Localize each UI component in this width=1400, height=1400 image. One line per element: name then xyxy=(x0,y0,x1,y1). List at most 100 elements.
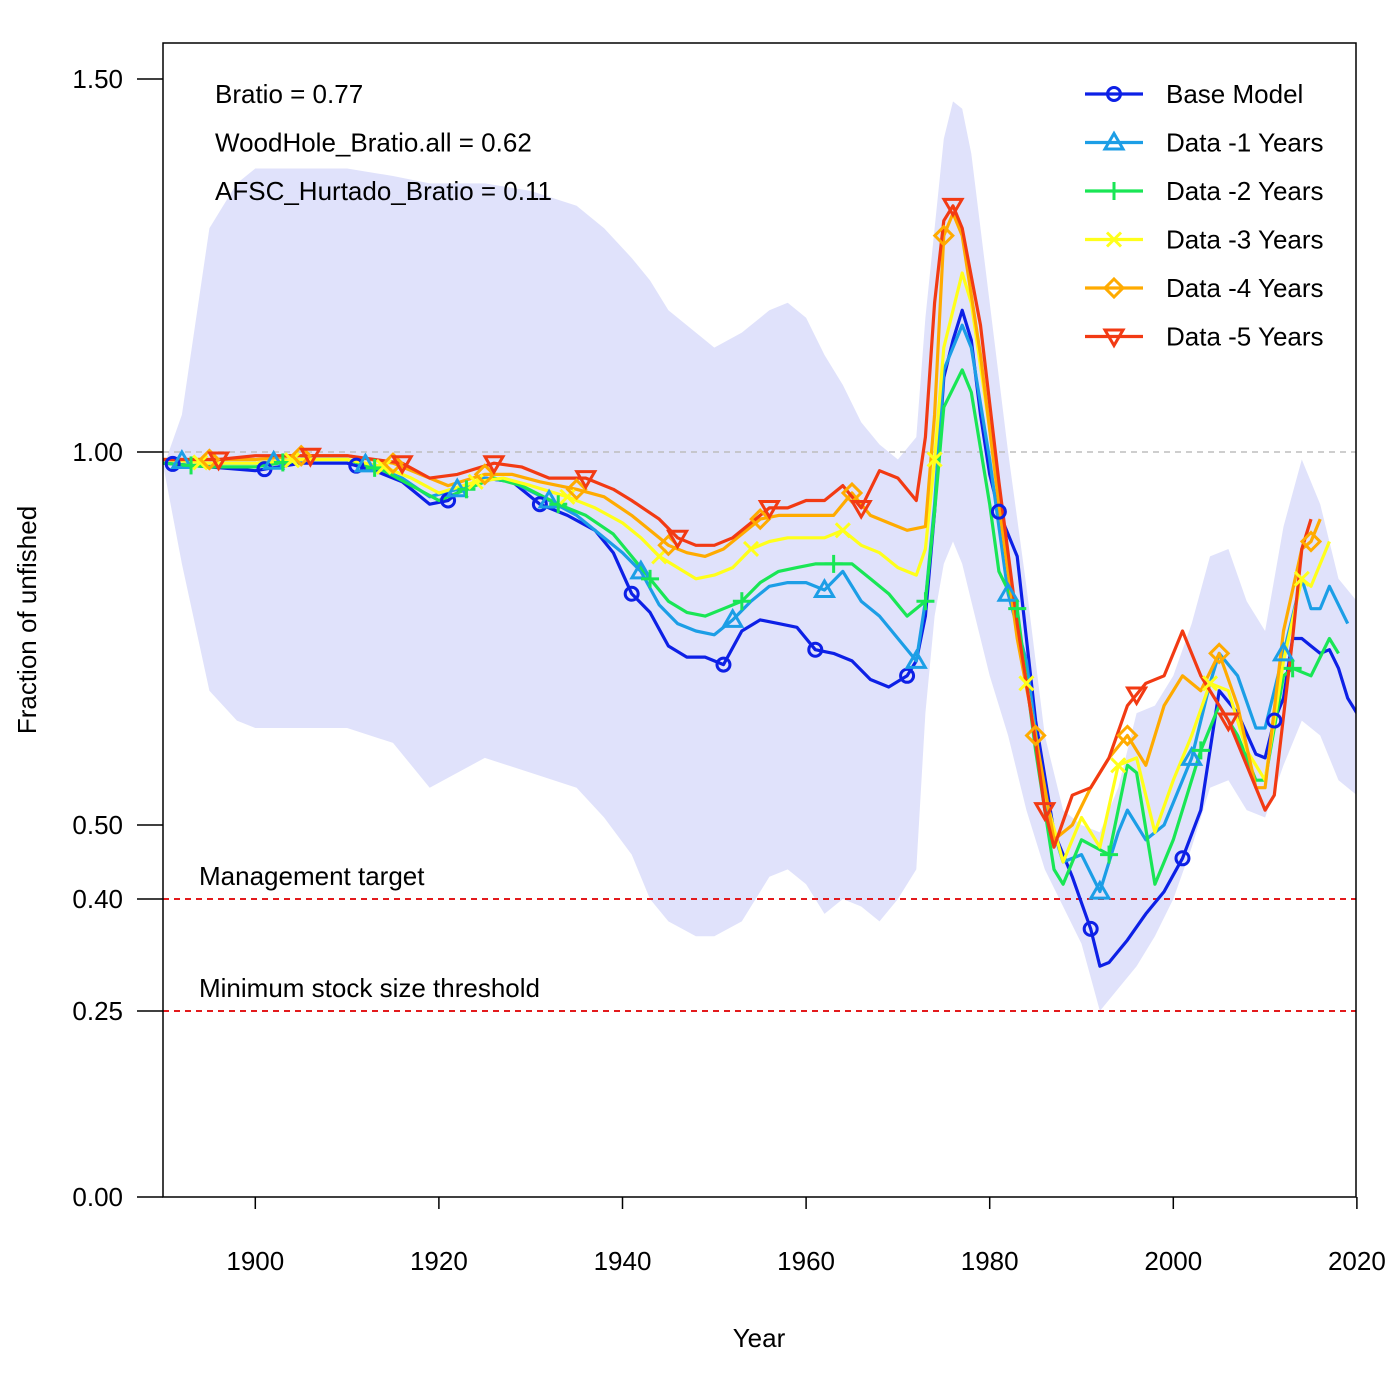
series-line-5 xyxy=(163,204,1313,849)
markers-layer xyxy=(164,197,1323,937)
series-line-4 xyxy=(163,211,1322,842)
series-2-marker-5 xyxy=(641,569,660,588)
series-1-marker-9 xyxy=(996,581,1020,602)
series-3-marker-11 xyxy=(1201,675,1219,692)
legend-label-4: Data -4 Years xyxy=(1166,273,1324,303)
series-0-marker-5 xyxy=(623,585,640,602)
series-2-marker-3 xyxy=(457,480,476,499)
legend-label-0: Base Model xyxy=(1166,79,1303,109)
series-4-marker-10 xyxy=(1116,724,1139,747)
series-2-marker-6 xyxy=(732,592,751,611)
series-4-marker-9 xyxy=(1024,724,1047,747)
series-4-marker-8 xyxy=(932,224,955,247)
series-4-marker-2 xyxy=(381,452,405,475)
legend: Base Model Data -1 Years Data -2 Years Data… xyxy=(1085,79,1324,352)
y-axis-title: Fraction of unfished xyxy=(12,506,42,734)
x-tick-label-3: 1960 xyxy=(777,1246,835,1276)
series-1-marker-1 xyxy=(262,449,286,470)
series-5-marker-1 xyxy=(298,447,322,468)
uncertainty-band-layer xyxy=(163,101,1356,1011)
series-3-marker-10 xyxy=(1110,757,1127,774)
annotations-layer: Bratio = 0.77 WoodHole_Bratio.all = 0.62 A… xyxy=(215,79,552,206)
series-1-marker-0 xyxy=(170,448,194,469)
series-0-marker-11 xyxy=(1174,850,1191,867)
legend-item-0: Base Model xyxy=(1085,79,1303,109)
series-line-3 xyxy=(163,271,1331,864)
annotation-2: AFSC_Hurtado_Bratio = 0.11 xyxy=(215,176,552,206)
x-tick-label-5: 2000 xyxy=(1144,1246,1202,1276)
series-0-marker-12 xyxy=(1266,712,1283,729)
confidence-band xyxy=(163,101,1356,1011)
x-tick-label-6: 2020 xyxy=(1328,1246,1386,1276)
series-0-marker-0 xyxy=(164,455,181,472)
plot-frame xyxy=(162,42,1357,1198)
series-2-marker-10 xyxy=(1100,845,1119,864)
series-4-marker-1 xyxy=(290,444,313,467)
series-1-marker-12 xyxy=(1271,641,1296,662)
y-tick-label-3: 0.40 xyxy=(72,884,123,914)
series-3-marker-0 xyxy=(192,454,209,471)
series-1-marker-10 xyxy=(1088,879,1112,900)
series-5-marker-10 xyxy=(1124,686,1149,707)
series-2-marker-9 xyxy=(1008,599,1027,618)
annotation-1: WoodHole_Bratio.all = 0.62 xyxy=(215,128,532,158)
series-4-marker-12 xyxy=(1299,530,1323,553)
annotation-0: Bratio = 0.77 xyxy=(215,79,363,109)
series-5-marker-6 xyxy=(757,499,781,520)
y-tick-label-5: 0.00 xyxy=(72,1182,123,1212)
series-5-marker-11 xyxy=(1216,712,1240,733)
legend-marker-5 xyxy=(1102,328,1126,349)
series-1-marker-6 xyxy=(721,607,745,628)
series-0-marker-6 xyxy=(715,656,732,673)
series-3-marker-6 xyxy=(742,540,760,558)
series-2-marker-7 xyxy=(824,554,843,573)
series-5-marker-7 xyxy=(849,499,873,520)
y-tick-label-2: 0.50 xyxy=(72,810,123,840)
series-4-marker-6 xyxy=(749,508,772,531)
legend-marker-4 xyxy=(1102,276,1126,300)
series-2-marker-8 xyxy=(916,592,935,611)
x-tick-label-1: 1920 xyxy=(410,1246,468,1276)
legend-item-1: Data -1 Years xyxy=(1085,128,1324,158)
x-tick-label-0: 1900 xyxy=(226,1246,284,1276)
series-3-marker-2 xyxy=(375,458,392,475)
series-layer xyxy=(163,204,1356,968)
legend-marker-0 xyxy=(1106,86,1122,102)
series-1-marker-8 xyxy=(904,648,928,669)
series-3-marker-1 xyxy=(283,452,301,469)
series-0-marker-4 xyxy=(531,496,548,513)
x-tick-label-2: 1940 xyxy=(594,1246,652,1276)
series-5-marker-3 xyxy=(482,455,506,476)
legend-label-3: Data -3 Years xyxy=(1166,225,1324,255)
series-0-marker-9 xyxy=(990,503,1007,520)
series-2-marker-4 xyxy=(549,495,568,514)
series-3-marker-7 xyxy=(834,522,851,539)
series-2-marker-12 xyxy=(1283,659,1302,678)
series-0-marker-8 xyxy=(899,667,916,684)
series-2-marker-2 xyxy=(365,458,384,477)
y-tick-label-1: 1.00 xyxy=(72,437,123,467)
series-5-marker-0 xyxy=(206,451,231,472)
series-4-marker-0 xyxy=(198,448,221,471)
series-1-marker-7 xyxy=(812,578,837,599)
series-4-marker-4 xyxy=(565,478,588,501)
x-axis-title: Year xyxy=(733,1323,786,1353)
reference-line-label-1: Minimum stock size threshold xyxy=(199,973,540,1003)
legend-marker-3 xyxy=(1105,231,1123,248)
series-3-marker-8 xyxy=(926,451,943,468)
series-5-marker-4 xyxy=(574,470,598,491)
series-0-marker-7 xyxy=(807,641,824,658)
series-5-marker-5 xyxy=(665,529,690,550)
legend-label-5: Data -5 Years xyxy=(1166,322,1324,352)
legend-item-5: Data -5 Years xyxy=(1085,322,1324,352)
legend-marker-1 xyxy=(1102,130,1126,151)
series-5-marker-2 xyxy=(390,455,414,476)
series-1-marker-4 xyxy=(537,488,561,509)
series-5-marker-9 xyxy=(1033,802,1057,823)
series-5-marker-8 xyxy=(941,197,965,218)
legend-item-3: Data -3 Years xyxy=(1085,225,1324,255)
series-1-marker-5 xyxy=(629,559,653,580)
series-1-marker-2 xyxy=(353,452,378,473)
